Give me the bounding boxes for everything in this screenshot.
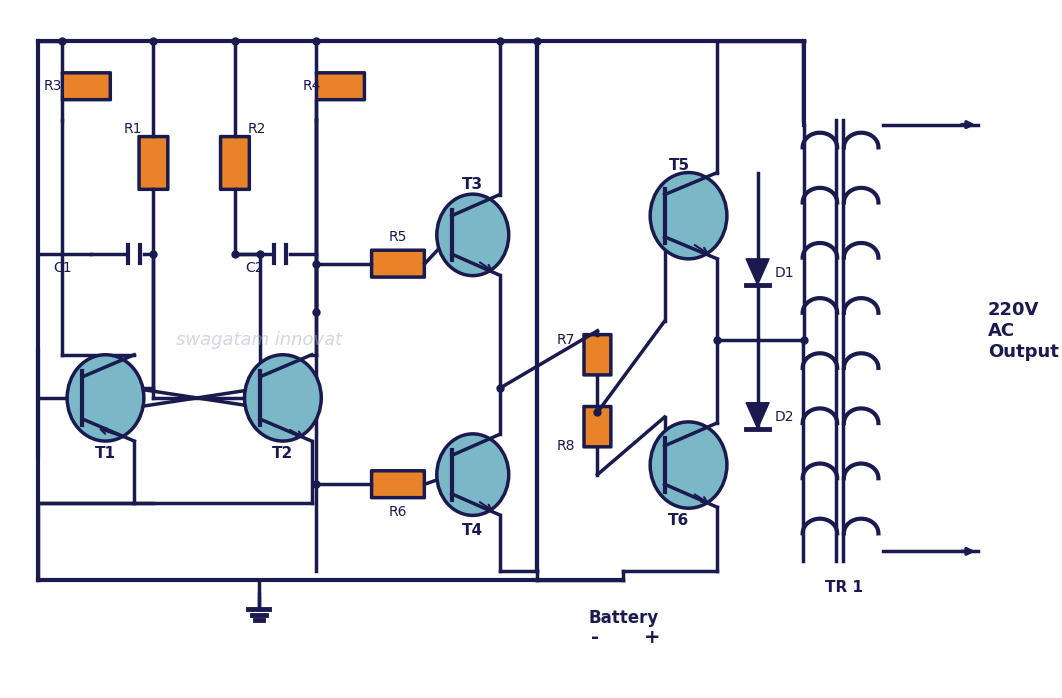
Text: TR 1: TR 1 (825, 580, 863, 595)
Text: R4: R4 (303, 80, 321, 94)
Text: T5: T5 (668, 158, 689, 172)
Ellipse shape (650, 422, 726, 508)
Text: C2: C2 (245, 262, 263, 276)
FancyBboxPatch shape (316, 73, 364, 100)
Text: R8: R8 (556, 439, 576, 453)
Text: +: + (644, 628, 661, 647)
FancyBboxPatch shape (372, 250, 425, 277)
FancyBboxPatch shape (584, 406, 611, 447)
Text: Battery: Battery (588, 609, 658, 628)
Text: C1: C1 (53, 262, 71, 276)
Text: T6: T6 (668, 513, 689, 528)
FancyBboxPatch shape (584, 334, 611, 375)
Ellipse shape (436, 194, 509, 276)
Text: T4: T4 (462, 523, 483, 537)
Text: T1: T1 (95, 446, 116, 461)
Text: R1: R1 (123, 122, 142, 136)
Text: R5: R5 (389, 230, 407, 244)
Text: T3: T3 (462, 177, 483, 192)
Ellipse shape (244, 355, 321, 441)
FancyBboxPatch shape (63, 73, 110, 100)
Ellipse shape (67, 355, 143, 441)
Text: swagatam innovat: swagatam innovat (176, 332, 342, 350)
Text: R3: R3 (44, 80, 63, 94)
Text: R6: R6 (389, 505, 407, 519)
Text: R2: R2 (247, 122, 266, 136)
Text: R7: R7 (556, 334, 576, 348)
Text: 220V
AC
Output: 220V AC Output (988, 301, 1059, 361)
Text: D1: D1 (775, 266, 794, 280)
FancyBboxPatch shape (139, 137, 168, 189)
Text: -: - (590, 628, 599, 647)
FancyBboxPatch shape (372, 470, 425, 498)
Polygon shape (747, 259, 769, 285)
FancyBboxPatch shape (221, 137, 250, 189)
Ellipse shape (650, 172, 726, 259)
Text: T2: T2 (272, 446, 293, 461)
Ellipse shape (436, 434, 509, 515)
Text: D2: D2 (775, 410, 794, 424)
Polygon shape (747, 403, 769, 429)
